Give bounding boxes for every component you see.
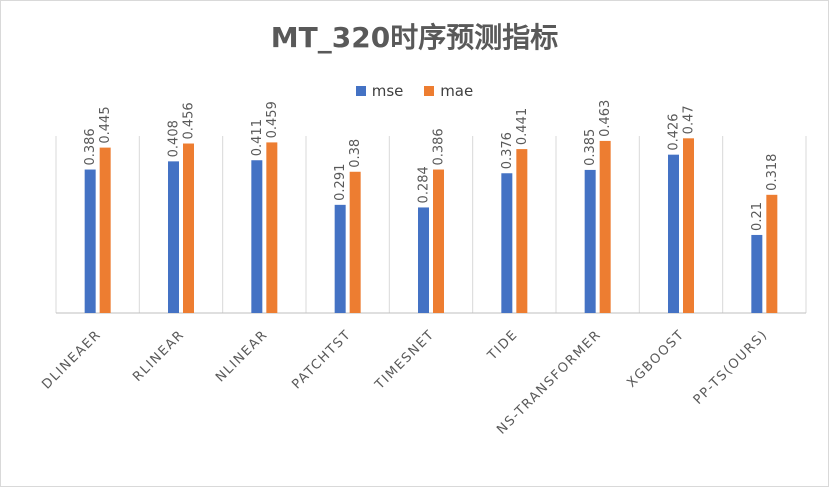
data-label-mse: 0.386 bbox=[83, 128, 98, 165]
bar-mse bbox=[418, 207, 429, 313]
bar-mse bbox=[334, 204, 346, 313]
bar-mse bbox=[584, 169, 596, 313]
chart-title: MT_320时序预测指标 bbox=[270, 21, 559, 54]
data-label-mae: 0.318 bbox=[765, 154, 780, 191]
data-label-mae: 0.445 bbox=[98, 106, 113, 143]
x-tick-label: XGBOOST bbox=[624, 327, 688, 391]
data-label-mse: 0.408 bbox=[167, 120, 182, 157]
x-tick-label: NLINEAR bbox=[213, 327, 271, 385]
x-tick-label: RLINEAR bbox=[130, 327, 188, 385]
bar-mse bbox=[501, 173, 513, 313]
x-tick-label: DLINEAER bbox=[39, 327, 104, 392]
x-tick-label: TIDE bbox=[484, 327, 521, 364]
bar-mae bbox=[349, 171, 361, 313]
data-label-mae: 0.463 bbox=[598, 100, 613, 137]
bar-mse bbox=[751, 234, 763, 313]
data-label-mae: 0.459 bbox=[265, 101, 280, 138]
x-tick-label: PP-TS(OURS) bbox=[691, 327, 771, 407]
data-label-mse: 0.284 bbox=[417, 166, 432, 203]
legend-label-mae: mae bbox=[440, 82, 474, 100]
bar-mse bbox=[168, 161, 179, 313]
data-label-mse: 0.426 bbox=[667, 113, 682, 150]
data-label-mse: 0.376 bbox=[500, 132, 515, 169]
bar-mae bbox=[683, 138, 694, 313]
data-label-mse: 0.385 bbox=[583, 129, 598, 166]
data-label-mae: 0.386 bbox=[432, 128, 447, 165]
data-label-mse: 0.21 bbox=[750, 202, 765, 231]
bar-mse bbox=[84, 169, 96, 313]
legend-item-mse: mse bbox=[355, 82, 404, 100]
legend-label-mse: mse bbox=[371, 82, 404, 100]
bar-mae bbox=[433, 169, 444, 313]
bar-mae bbox=[99, 147, 111, 313]
x-tick-label: PATCHTST bbox=[289, 327, 354, 392]
data-label-mae: 0.38 bbox=[348, 139, 363, 168]
data-label-mae: 0.456 bbox=[182, 102, 197, 139]
bar-mae bbox=[516, 149, 528, 313]
bar-mse bbox=[668, 154, 679, 313]
bar-mae bbox=[599, 140, 611, 313]
data-label-mae: 0.441 bbox=[515, 108, 530, 145]
legend: mse mae bbox=[0, 82, 829, 100]
bar-mae bbox=[266, 142, 278, 313]
bar-mse bbox=[251, 160, 263, 313]
bar-mae bbox=[766, 194, 778, 313]
data-label-mae: 0.47 bbox=[682, 105, 697, 134]
legend-swatch-mae bbox=[424, 86, 435, 96]
legend-item-mae: mae bbox=[424, 82, 473, 100]
bar-mae bbox=[183, 143, 194, 313]
x-tick-label: TIMESNET bbox=[372, 327, 438, 393]
data-label-mse: 0.291 bbox=[333, 164, 348, 201]
legend-swatch-mse bbox=[355, 86, 366, 96]
data-label-mse: 0.411 bbox=[250, 119, 265, 156]
